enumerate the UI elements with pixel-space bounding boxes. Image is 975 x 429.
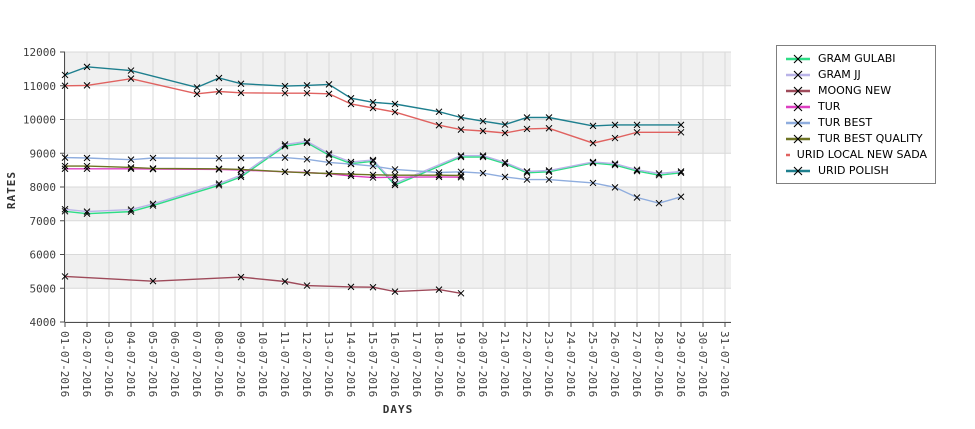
y-axis-title: RATES	[5, 171, 18, 209]
y-tick-label: 4000	[30, 316, 57, 329]
legend-swatch-icon	[786, 118, 810, 127]
x-tick-label: 08-07-2016	[212, 331, 225, 397]
legend-item-tur-best-quality: TUR BEST QUALITY	[785, 132, 927, 145]
legend-swatch-icon	[786, 166, 810, 175]
y-tick-label: 11000	[23, 80, 56, 93]
x-tick-label: 26-07-2016	[608, 331, 621, 397]
series-line-urid-local-new-sada	[61, 75, 685, 147]
x-tick-label: 24-07-2016	[564, 331, 577, 397]
plot-series	[61, 63, 685, 297]
x-tick-label: 07-07-2016	[190, 331, 203, 397]
legend-label: GRAM JJ	[818, 68, 861, 81]
series-line-tur-best	[61, 154, 685, 207]
y-tick-label: 6000	[30, 249, 57, 262]
x-tick-label: 27-07-2016	[630, 331, 643, 397]
x-tick-label: 05-07-2016	[146, 331, 159, 397]
series-line-urid-polish	[61, 63, 685, 130]
x-tick-label: 21-07-2016	[498, 331, 511, 397]
legend-item-urid-local-new-sada: URID LOCAL NEW SADA	[785, 148, 927, 161]
legend-swatch-icon	[786, 153, 790, 156]
x-tick-label: 22-07-2016	[520, 331, 533, 397]
series-line-moong-new	[61, 273, 465, 297]
x-tick-label: 04-07-2016	[124, 331, 137, 397]
x-tick-label: 14-07-2016	[344, 331, 357, 397]
legend-item-gram-jj: GRAM JJ	[785, 68, 927, 81]
series-line-gram-jj	[61, 138, 685, 215]
x-tick-label: 29-07-2016	[674, 331, 687, 397]
legend-label: TUR	[818, 100, 841, 113]
y-tick-label: 7000	[30, 215, 57, 228]
y-tick-label: 9000	[30, 147, 57, 160]
axis-tick-labels: 4000 5000 6000 7000 8000 9000 10000 11000 12000 0…	[23, 46, 731, 397]
legend-label: GRAM GULABI	[818, 52, 896, 65]
legend-item-tur: TUR	[785, 100, 927, 113]
legend-swatch-icon	[786, 134, 810, 143]
x-tick-label: 15-07-2016	[366, 331, 379, 397]
x-tick-label: 23-07-2016	[542, 331, 555, 397]
y-tick-label: 5000	[30, 282, 57, 295]
x-tick-label: 16-07-2016	[388, 331, 401, 397]
x-tick-label: 03-07-2016	[102, 331, 115, 397]
legend-item-gram-gulabi: GRAM GULABI	[785, 52, 927, 65]
y-tick-label: 10000	[23, 114, 56, 127]
x-tick-label: 09-07-2016	[234, 331, 247, 397]
y-tick-label: 12000	[23, 46, 56, 59]
x-tick-label: 30-07-2016	[696, 331, 709, 397]
legend-swatch-icon	[786, 102, 810, 111]
x-tick-label: 06-07-2016	[168, 331, 181, 397]
x-tick-label: 28-07-2016	[652, 331, 665, 397]
series-line-tur-best-quality	[61, 162, 465, 179]
legend-item-moong-new: MOONG NEW	[785, 84, 927, 97]
legend-label: URID POLISH	[818, 164, 889, 177]
legend-item-urid-polish: URID POLISH	[785, 164, 927, 177]
legend-item-tur-best: TUR BEST	[785, 116, 927, 129]
x-tick-label: 13-07-2016	[322, 331, 335, 397]
x-tick-label: 17-07-2016	[410, 331, 423, 397]
x-tick-label: 11-07-2016	[278, 331, 291, 397]
x-tick-label: 20-07-2016	[476, 331, 489, 397]
legend-label: MOONG NEW	[818, 84, 892, 97]
x-tick-label: 10-07-2016	[256, 331, 269, 397]
x-tick-label: 18-07-2016	[432, 331, 445, 397]
x-tick-label: 19-07-2016	[454, 331, 467, 397]
legend-label: URID LOCAL NEW SADA	[796, 148, 927, 161]
x-tick-label: 25-07-2016	[586, 331, 599, 397]
legend-label: TUR BEST QUALITY	[818, 132, 923, 145]
legend-label: TUR BEST	[818, 116, 873, 129]
legend-swatch-icon	[786, 70, 810, 79]
legend-swatch-icon	[786, 86, 810, 95]
x-axis-title: DAYS	[383, 403, 414, 416]
legend: GRAM GULABI GRAM JJ MOONG NEW TUR TUR BEST TU…	[776, 45, 936, 184]
legend-swatch-icon	[786, 54, 810, 63]
x-tick-label: 01-07-2016	[58, 331, 71, 397]
x-tick-label: 12-07-2016	[300, 331, 313, 397]
x-tick-label: 31-07-2016	[718, 331, 731, 397]
y-tick-label: 8000	[30, 181, 57, 194]
x-tick-label: 02-07-2016	[80, 331, 93, 397]
